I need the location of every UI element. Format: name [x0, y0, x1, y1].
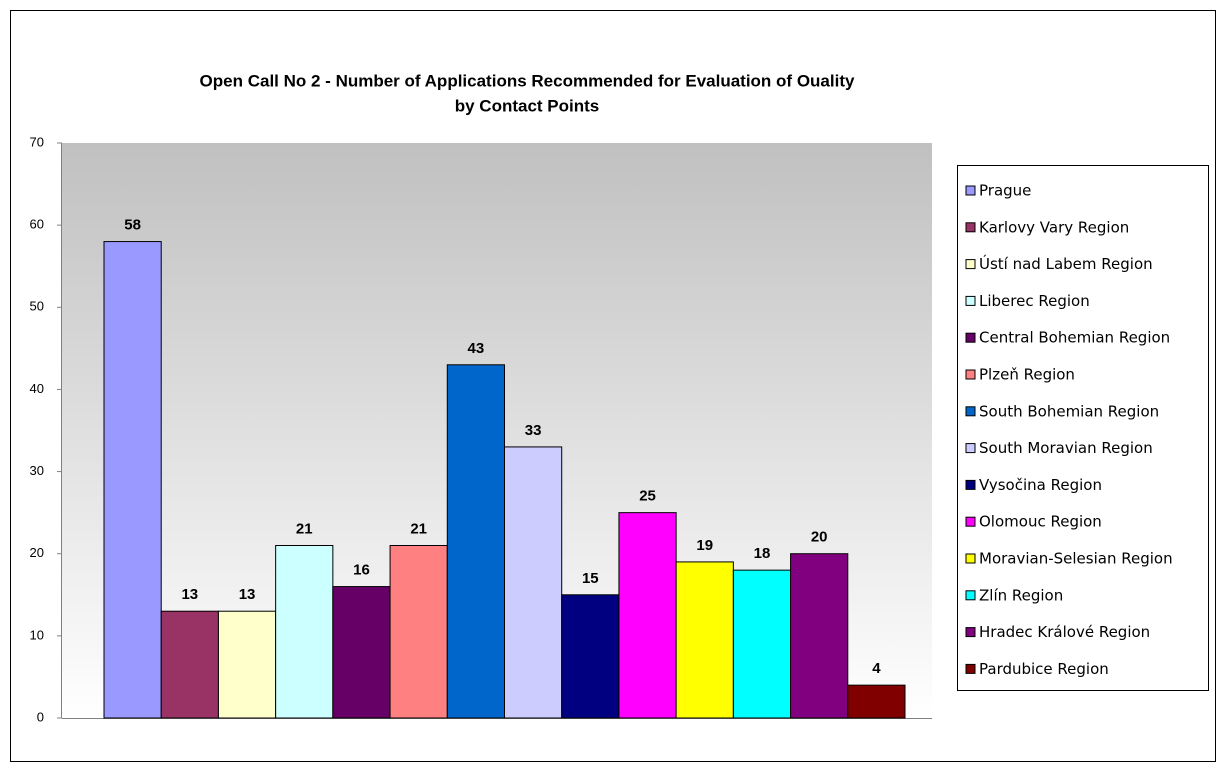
legend-swatch	[965, 222, 976, 233]
legend-swatch	[965, 627, 976, 638]
legend-swatch	[965, 259, 976, 270]
bar	[561, 594, 620, 719]
legend-label: Zlín Region	[979, 586, 1063, 604]
legend-swatch	[965, 516, 976, 527]
y-tick-label: 70	[30, 134, 44, 149]
legend-label: Ústí nad Labem Region	[979, 254, 1153, 273]
legend-label: South Bohemian Region	[979, 402, 1159, 420]
bar	[675, 561, 734, 719]
legend-label: South Moravian Region	[979, 439, 1153, 457]
legend-swatch	[965, 443, 976, 454]
legend-swatch	[965, 185, 976, 196]
bar	[160, 610, 219, 719]
y-tick-label: 30	[30, 463, 44, 478]
bar	[504, 446, 563, 719]
legend-label: Vysočina Region	[979, 476, 1102, 494]
legend-label: Moravian-Selesian Region	[979, 550, 1173, 568]
bar	[103, 241, 162, 719]
legend-swatch	[965, 553, 976, 564]
value-label: 20	[811, 529, 828, 546]
legend-label: Pardubice Region	[979, 660, 1109, 678]
bar	[446, 364, 505, 719]
y-tick-label: 40	[30, 381, 44, 396]
bar	[217, 610, 277, 719]
value-label: 58	[124, 217, 141, 234]
legend-box	[957, 165, 1209, 691]
legend-label: Prague	[979, 182, 1031, 200]
value-label: 13	[239, 586, 256, 603]
legend-swatch	[965, 479, 976, 490]
bar	[732, 569, 792, 719]
legend-swatch	[965, 590, 976, 601]
value-label: 15	[582, 570, 599, 587]
legend-label: Plzeň Region	[979, 366, 1075, 384]
value-label: 21	[410, 520, 427, 537]
chart-title: Open Call No 2 - Number of Applications …	[200, 71, 855, 90]
legend-swatch	[965, 406, 976, 417]
chart-title: by Contact Points	[455, 96, 600, 115]
legend-label: Olomouc Region	[979, 513, 1102, 531]
legend-swatch	[965, 332, 976, 343]
y-tick-label: 0	[37, 709, 44, 724]
value-label: 25	[639, 488, 656, 505]
legend-label: Karlovy Vary Region	[979, 218, 1129, 236]
legend-label: Central Bohemian Region	[979, 329, 1170, 347]
value-label: 13	[181, 586, 198, 603]
y-tick-label: 60	[30, 217, 44, 232]
value-label: 16	[353, 562, 370, 579]
bar	[389, 545, 448, 719]
bar	[275, 545, 334, 719]
value-label: 33	[525, 422, 542, 439]
value-label: 18	[754, 545, 771, 562]
y-tick-label: 20	[30, 545, 44, 560]
legend-swatch	[965, 663, 976, 674]
legend-label: Liberec Region	[979, 292, 1090, 310]
y-tick-label: 50	[30, 299, 44, 314]
bar	[790, 553, 849, 719]
legend-swatch	[965, 295, 976, 306]
bar	[332, 586, 391, 719]
value-label: 21	[296, 520, 313, 537]
bar	[847, 684, 906, 719]
legend-swatch	[965, 369, 976, 380]
bar	[618, 512, 677, 719]
value-label: 19	[696, 537, 713, 554]
y-tick-label: 10	[30, 627, 44, 642]
value-label: 4	[872, 660, 881, 677]
value-label: 43	[468, 340, 485, 357]
legend-label: Hradec Králové Region	[979, 623, 1150, 641]
